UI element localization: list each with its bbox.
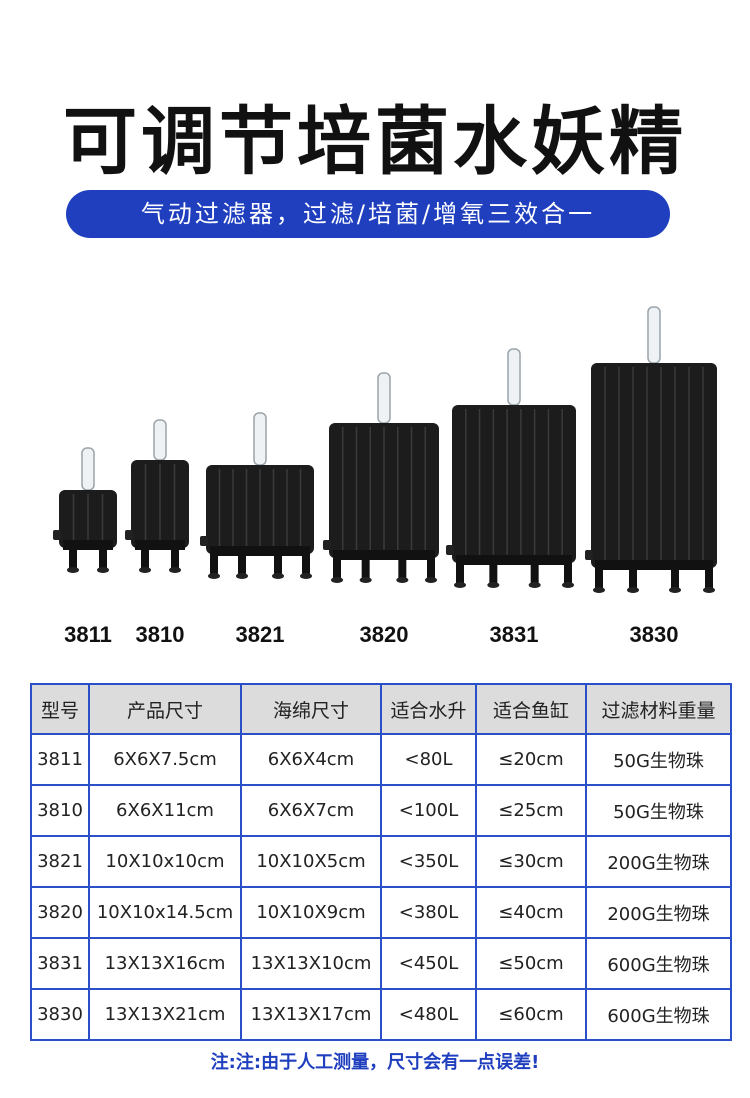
table-cell: <480L [380,988,477,1041]
table-header-cell: 型号 [30,683,90,735]
table-cell: 10X10X9cm [240,886,382,939]
table-cell: 50G生物珠 [585,733,732,786]
spec-table: 型号 产品尺寸 海绵尺寸 适合水升 适合鱼缸 过滤材料重量 3811 6X6X7.5cm 6X… [30,683,732,1041]
page-title: 可调节培菌水妖精 [63,99,687,185]
table-cell: ≤25cm [475,784,587,837]
model-label-3830: 3830 [629,622,679,647]
table-header-cell: 海绵尺寸 [240,683,382,735]
table-cell: <380L [380,886,477,939]
table-cell: ≤30cm [475,835,587,888]
table-cell: 600G生物珠 [585,988,732,1041]
table-cell: 6X6X11cm [88,784,242,837]
table-header-row: 型号 产品尺寸 海绵尺寸 适合水升 适合鱼缸 过滤材料重量 [30,683,732,735]
table-header-cell: 过滤材料重量 [585,683,732,735]
table-cell: 13X13X17cm [240,988,382,1041]
measurement-note: 注:注:由于人工测量，尺寸会有一点误差! [210,1052,540,1073]
table-cell: 13X13X21cm [88,988,242,1041]
model-label-3811: 3811 [64,622,112,647]
table-row: 3811 6X6X7.5cm 6X6X4cm <80L ≤20cm 50G生物珠 [30,733,732,786]
table-cell: 10X10X5cm [240,835,382,888]
table-cell: 10X10x10cm [88,835,242,888]
table-cell: 6X6X4cm [240,733,382,786]
table-cell: 3830 [30,988,90,1041]
table-cell: <100L [380,784,477,837]
table-row: 3831 13X13X16cm 13X13X10cm <450L ≤50cm 600G生物… [30,937,732,990]
product-3830 [585,306,717,593]
table-row: 3821 10X10x10cm 10X10X5cm <350L ≤30cm 200G生物珠 [30,835,732,888]
table-row: 3820 10X10x14.5cm 10X10X9cm <380L ≤40cm 200G生… [30,886,732,939]
model-label-3810: 3810 [135,622,185,647]
table-header-cell: 适合鱼缸 [475,683,587,735]
table-cell: <350L [380,835,477,888]
table-cell: 50G生物珠 [585,784,732,837]
table-cell: 10X10x14.5cm [88,886,242,939]
table-cell: 200G生物珠 [585,886,732,939]
table-cell: 600G生物珠 [585,937,732,990]
table-row: 3810 6X6X11cm 6X6X7cm <100L ≤25cm 50G生物珠 [30,784,732,837]
table-cell: 13X13X10cm [240,937,382,990]
table-row: 3830 13X13X21cm 13X13X17cm <480L ≤60cm 600G生物… [30,988,732,1041]
table-cell: <80L [380,733,477,786]
table-header-cell: 产品尺寸 [88,683,242,735]
subtitle-banner: 气动过滤器，过滤/培菌/增氧三效合一 [66,190,670,238]
table-cell: 6X6X7.5cm [88,733,242,786]
table-cell: ≤20cm [475,733,587,786]
product-3831 [446,348,576,588]
product-3811 [53,447,117,573]
table-cell: <450L [380,937,477,990]
product-3821 [200,412,314,579]
table-cell: 6X6X7cm [240,784,382,837]
table-cell: 3821 [30,835,90,888]
table-cell: 200G生物珠 [585,835,732,888]
model-label-3821: 3821 [235,622,285,647]
model-label-3831: 3831 [489,622,539,647]
table-cell: 13X13X16cm [88,937,242,990]
table-cell: 3810 [30,784,90,837]
table-cell: 3831 [30,937,90,990]
product-lineup [53,306,717,593]
product-3820 [323,372,439,583]
table-cell: ≤40cm [475,886,587,939]
model-label-3820: 3820 [359,622,409,647]
table-cell: 3820 [30,886,90,939]
table-cell: ≤50cm [475,937,587,990]
product-3810 [125,419,189,573]
table-header-cell: 适合水升 [380,683,477,735]
table-cell: ≤60cm [475,988,587,1041]
table-cell: 3811 [30,733,90,786]
